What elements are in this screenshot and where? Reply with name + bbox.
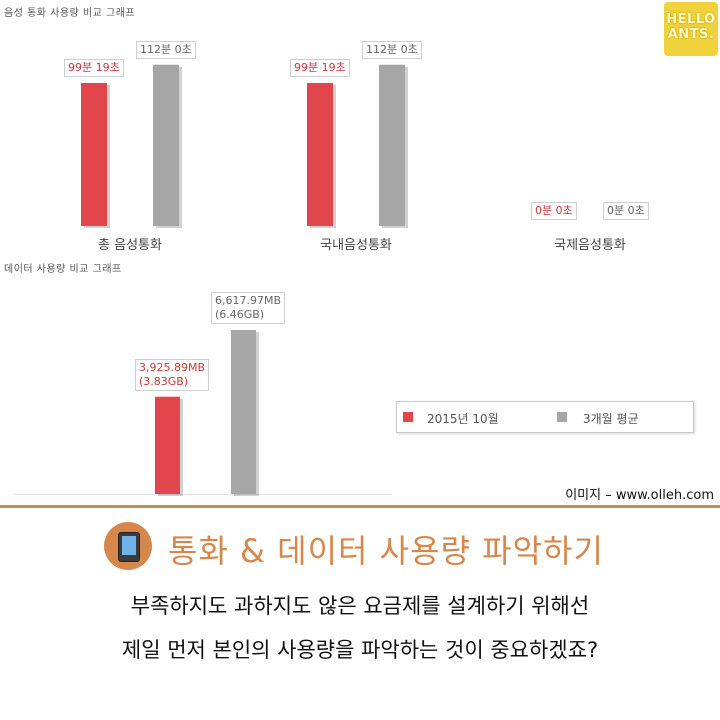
voice-category-label-1: 국내음성통화 xyxy=(320,238,392,253)
data-chart-title: 데이터 사용량 비교 그래프 xyxy=(4,264,122,275)
voice-category-label-2: 국제음성통화 xyxy=(554,238,626,253)
chart-legend: 2015년 10월 3개월 평균 xyxy=(396,401,694,433)
voice-bar-label-1-1: 112분 0초 xyxy=(362,40,422,59)
data-bar-1 xyxy=(231,330,259,496)
legend-label-current: 2015년 10월 xyxy=(427,412,499,426)
legend-swatch-current xyxy=(403,412,413,422)
voice-bar-0-0 xyxy=(81,82,110,228)
voice-usage-chart xyxy=(81,64,408,228)
data-bar-0 xyxy=(155,396,183,496)
voice-bar-label-0-0: 99분 19초 xyxy=(64,58,124,77)
voice-bar-label-2-1: 0분 0초 xyxy=(603,202,649,220)
section-heading-row: 통화 & 데이터 사용량 파악하기 xyxy=(0,520,720,574)
hello-ants-logo: HELLO ANTS. xyxy=(664,2,718,56)
data-usage-chart xyxy=(14,330,392,496)
voice-bar-label-2-0: 0분 0초 xyxy=(531,202,577,220)
voice-category-label-0: 총 음성통화 xyxy=(98,238,162,253)
voice-bar-label-1-0: 99분 19초 xyxy=(290,58,350,77)
image-source-credit: 이미지 – www.olleh.com xyxy=(565,488,714,503)
tablet-icon xyxy=(104,522,152,570)
legend-swatch-average xyxy=(557,412,567,422)
section-divider xyxy=(0,505,720,508)
legend-label-average: 3개월 평균 xyxy=(583,412,639,426)
voice-bar-label-0-1: 112분 0초 xyxy=(136,40,196,59)
tablet-device-shape xyxy=(118,532,140,562)
voice-chart-title: 음성 통화 사용량 비교 그래프 xyxy=(4,8,136,19)
body-text-line-1: 부족하지도 과하지도 않은 요금제를 설계하기 위해선 xyxy=(130,594,590,618)
data-bar-label-0: 3,925.89MB (3.83GB) xyxy=(135,358,210,391)
body-text-line-2: 제일 먼저 본인의 사용량을 파악하는 것이 중요하겠죠? xyxy=(121,638,599,662)
voice-bar-1-0 xyxy=(307,82,336,228)
tablet-screen-shape xyxy=(122,536,136,555)
voice-bar-1-1 xyxy=(379,64,408,228)
voice-bar-0-1 xyxy=(153,64,182,228)
data-bar-label-1: 6,617.97MB (6.46GB) xyxy=(211,292,286,324)
section-heading: 통화 & 데이터 사용량 파악하기 xyxy=(168,532,604,570)
